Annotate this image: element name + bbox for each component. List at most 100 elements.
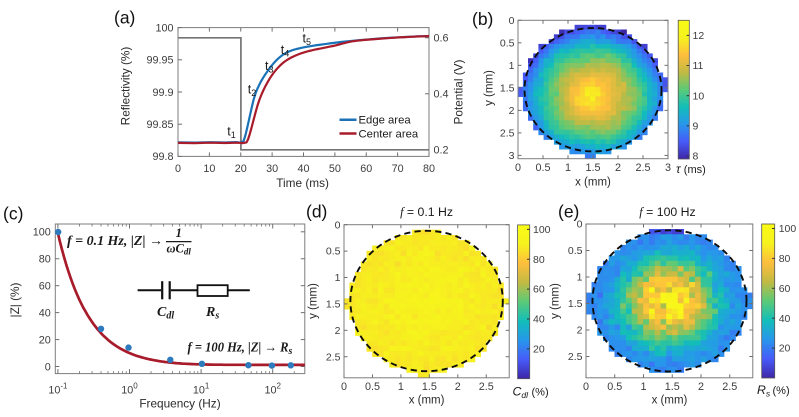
svg-text:0.5: 0.5 — [365, 381, 380, 393]
svg-text:y (mm): y (mm) — [484, 70, 496, 106]
svg-text:99.85: 99.85 — [146, 119, 173, 131]
svg-text:t2: t2 — [248, 83, 257, 99]
svg-text:2.5: 2.5 — [326, 351, 341, 363]
svg-text:20: 20 — [39, 334, 51, 346]
svg-text:40: 40 — [533, 314, 545, 326]
svg-text:50: 50 — [329, 163, 341, 175]
svg-text:10: 10 — [203, 163, 215, 175]
svg-text:(%): (%) — [773, 385, 790, 397]
svg-text:99.9: 99.9 — [152, 87, 173, 99]
svg-text:0.5: 0.5 — [607, 381, 622, 393]
svg-text:2: 2 — [455, 381, 461, 393]
svg-text:9: 9 — [693, 120, 699, 132]
svg-text:11: 11 — [693, 60, 704, 72]
svg-text:2.5: 2.5 — [568, 351, 583, 363]
svg-text:Time (ms): Time (ms) — [276, 176, 329, 190]
svg-text:40: 40 — [39, 307, 51, 319]
svg-text:1: 1 — [398, 381, 404, 393]
svg-text:8: 8 — [693, 151, 699, 163]
svg-text:60: 60 — [39, 280, 51, 292]
svg-text:τ: τ — [676, 162, 682, 176]
svg-text:y (mm): y (mm) — [550, 283, 562, 319]
svg-text:0: 0 — [341, 381, 347, 393]
svg-text:0: 0 — [515, 162, 521, 174]
svg-text:2.5: 2.5 — [479, 381, 494, 393]
svg-text:2.5: 2.5 — [722, 381, 737, 393]
svg-text:0: 0 — [583, 381, 589, 393]
svg-text:0.5: 0.5 — [535, 162, 550, 174]
svg-text:60: 60 — [779, 283, 791, 295]
svg-text:x (mm): x (mm) — [409, 395, 445, 407]
svg-text:Frequency (Hz): Frequency (Hz) — [139, 397, 220, 411]
svg-text:1: 1 — [176, 226, 182, 240]
svg-text:0.5: 0.5 — [568, 245, 583, 257]
svg-text:(e): (e) — [558, 202, 579, 222]
svg-text:20: 20 — [235, 163, 247, 175]
svg-text:40: 40 — [779, 313, 791, 325]
svg-text:(%): (%) — [532, 387, 549, 399]
svg-text:x (mm): x (mm) — [652, 395, 688, 407]
svg-text:99.95: 99.95 — [146, 55, 173, 67]
svg-text:1: 1 — [640, 381, 646, 393]
svg-text:70: 70 — [392, 163, 404, 175]
svg-text:1: 1 — [565, 162, 571, 174]
svg-text:t1: t1 — [227, 125, 236, 141]
svg-text:2: 2 — [615, 162, 621, 174]
svg-text:(d): (d) — [306, 202, 327, 222]
svg-text:y (mm): y (mm) — [308, 283, 320, 319]
svg-text:(b): (b) — [472, 9, 493, 29]
svg-text:3: 3 — [665, 162, 671, 174]
svg-text:0: 0 — [45, 361, 51, 373]
svg-text:60: 60 — [533, 284, 545, 296]
svg-text:2: 2 — [698, 381, 704, 393]
svg-text:80: 80 — [423, 163, 435, 175]
svg-text:x (mm): x (mm) — [575, 177, 611, 189]
svg-text:0.5: 0.5 — [500, 37, 515, 49]
svg-text:100: 100 — [533, 224, 551, 236]
svg-text:30: 30 — [266, 163, 278, 175]
svg-text:3: 3 — [509, 150, 515, 162]
svg-text:f = 100 Hz: f = 100 Hz — [639, 205, 695, 219]
svg-text:Potential (V): Potential (V) — [452, 59, 466, 124]
svg-text:(a): (a) — [114, 8, 135, 28]
svg-text:100: 100 — [155, 22, 173, 34]
svg-text:f = 0.1 Hz, |Z| →: f = 0.1 Hz, |Z| → — [67, 234, 163, 249]
svg-text:t4: t4 — [281, 43, 290, 59]
svg-text:80: 80 — [779, 253, 791, 265]
svg-text:10: 10 — [693, 90, 705, 102]
svg-text:0.2: 0.2 — [434, 145, 449, 157]
svg-text:(ms): (ms) — [684, 164, 706, 176]
svg-text:99.8: 99.8 — [152, 151, 173, 163]
svg-text:0.5: 0.5 — [326, 246, 341, 258]
svg-text:0: 0 — [335, 219, 341, 231]
svg-text:2: 2 — [577, 325, 583, 337]
svg-text:100: 100 — [33, 227, 51, 239]
svg-text:12: 12 — [693, 30, 705, 42]
svg-text:1.5: 1.5 — [422, 381, 437, 393]
svg-text:1.5: 1.5 — [585, 162, 600, 174]
svg-text:1.5: 1.5 — [500, 82, 515, 94]
svg-text:1.5: 1.5 — [665, 381, 680, 393]
svg-text:Edge area: Edge area — [359, 115, 412, 127]
svg-text:1: 1 — [509, 60, 515, 72]
svg-text:0: 0 — [577, 219, 583, 231]
svg-text:80: 80 — [533, 254, 545, 266]
svg-text:1: 1 — [577, 272, 583, 284]
svg-text:0.6: 0.6 — [434, 33, 449, 45]
svg-text:t5: t5 — [303, 32, 312, 48]
svg-text:100: 100 — [779, 223, 797, 235]
svg-text:(c): (c) — [3, 204, 23, 224]
svg-text:2.5: 2.5 — [500, 128, 515, 140]
svg-text:0: 0 — [175, 163, 181, 175]
svg-text:1: 1 — [335, 272, 341, 284]
svg-text:0: 0 — [509, 15, 515, 27]
svg-text:1.5: 1.5 — [326, 299, 341, 311]
svg-text:60: 60 — [360, 163, 372, 175]
svg-text:0.4: 0.4 — [434, 89, 449, 101]
svg-text:2.5: 2.5 — [635, 162, 650, 174]
svg-text:1.5: 1.5 — [568, 298, 583, 310]
svg-text:80: 80 — [39, 254, 51, 266]
svg-text:f = 100 Hz, |Z| → Rs: f = 100 Hz, |Z| → Rs — [188, 341, 293, 358]
svg-text:f = 0.1 Hz: f = 0.1 Hz — [400, 205, 453, 219]
svg-text:2: 2 — [509, 105, 515, 117]
